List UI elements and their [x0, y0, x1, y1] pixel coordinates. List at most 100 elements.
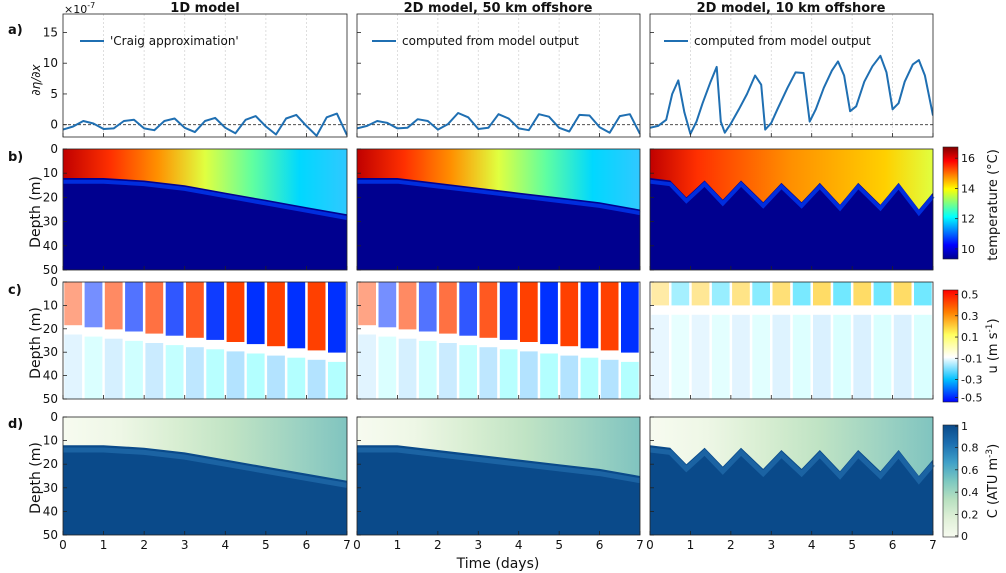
axes-frame: [649, 148, 934, 271]
thermocline-band: [649, 179, 935, 217]
u-stripe-bottom: [540, 353, 558, 399]
u-stripe-bottom: [145, 343, 164, 399]
axes-frame: [356, 416, 641, 536]
u-stripe-top: [752, 282, 770, 306]
x-tick-label: 5: [262, 538, 270, 552]
x-tick-label: 5: [555, 538, 563, 552]
colorbar-tick-label: -0.3: [961, 374, 982, 387]
u-stripe-top: [893, 282, 912, 306]
u-stripe-top: [246, 282, 265, 345]
u-stripe-bottom: [307, 359, 326, 399]
thermocline-band: [357, 179, 641, 216]
u-stripe-bottom: [499, 349, 518, 399]
u-stripe-bottom: [479, 347, 498, 399]
u-stripe-bottom: [651, 314, 669, 399]
colorbar-tick-label: 0: [961, 530, 968, 543]
low-tracer-layer: [650, 417, 933, 476]
u-stripe-top: [711, 282, 730, 306]
u-stripe-bottom: [125, 340, 143, 399]
u-stripe-bottom: [711, 314, 730, 399]
y-tick-label: 0: [50, 142, 58, 156]
u-stripe-bottom: [621, 361, 639, 399]
u-stripe-bottom: [206, 349, 225, 399]
column-title-1d: 1D model: [170, 1, 239, 16]
u-stripe-top: [873, 282, 892, 306]
x-tick-label: 3: [181, 538, 189, 552]
x-tick-label: 7: [636, 538, 644, 552]
y-tick-label: 10: [43, 298, 58, 312]
row-label-d: d): [8, 417, 23, 432]
colorbar-tick-label: 0.6: [961, 464, 979, 477]
u-stripe-top: [328, 282, 346, 353]
row-label-a: a): [8, 23, 23, 38]
x-tick-label: 2: [140, 538, 148, 552]
y-tick-label: 30: [43, 215, 58, 229]
axes-frame: [356, 13, 641, 138]
y-tick-label: 20: [43, 322, 58, 336]
colorbar-u-label: u (m s-1): [985, 318, 1001, 373]
u-stripe-top: [307, 282, 326, 351]
y-tick-label: 5: [50, 87, 58, 101]
axes-frame: [356, 148, 641, 271]
y-tick-label: 50: [43, 528, 58, 542]
y-tick-label: 10: [43, 56, 58, 70]
colorbar-c-label: C (ATU m-3): [985, 444, 1001, 518]
x-tick-label: 0: [646, 538, 654, 552]
axes-frame: [649, 13, 934, 138]
y-tick-label: 0: [50, 410, 58, 424]
u-stripe-bottom: [873, 314, 892, 399]
u-stripe-bottom: [853, 314, 872, 399]
u-stripe-top: [398, 282, 417, 330]
series-line: [650, 54, 933, 135]
a-ylabel: ∂η/∂x: [29, 64, 43, 96]
x-tick-label: 3: [767, 538, 775, 552]
x-axis-title: Time (days): [456, 556, 540, 572]
u-stripe-top: [853, 282, 872, 306]
colorbar-u: [942, 289, 959, 403]
u-stripe-bottom: [378, 336, 397, 399]
x-tick-label: 7: [343, 538, 351, 552]
y-tick-label: 0: [50, 118, 58, 132]
colorbar-c: [942, 424, 959, 538]
y-tick-label: 30: [43, 481, 58, 495]
u-stripe-top: [206, 282, 225, 340]
u-stripe-top: [732, 282, 750, 306]
y-tick-label: 15: [43, 25, 58, 39]
x-tick-label: 3: [474, 538, 482, 552]
u-stripe-top: [772, 282, 791, 306]
u-stripe-bottom: [84, 336, 103, 399]
u-stripe-bottom: [813, 314, 831, 399]
x-tick-label: 2: [434, 538, 442, 552]
warm-layer: [357, 149, 640, 210]
u-stripe-top: [378, 282, 397, 328]
x-tick-label: 7: [929, 538, 937, 552]
u-stripe-top: [418, 282, 437, 332]
u-stripe-top: [691, 282, 710, 306]
colorbar-tick-label: 0.5: [961, 288, 979, 301]
row-label-b: b): [8, 150, 23, 165]
u-stripe-bottom: [691, 314, 710, 399]
low-tracer-layer: [63, 417, 347, 481]
axes-frame: [62, 281, 348, 400]
depth-label-b: Depth (m): [28, 176, 44, 248]
colorbar-tick-label: 0.2: [961, 509, 979, 522]
colorbar-tick-label: -0.1: [961, 352, 982, 365]
u-stripe-top: [671, 282, 690, 306]
u-stripe-bottom: [287, 357, 306, 399]
u-stripe-top: [358, 282, 376, 326]
u-stripe-top: [104, 282, 123, 330]
low-tracer-layer: [357, 417, 640, 476]
warm-layer: [63, 149, 347, 215]
colorbar-tick-label: 0.8: [961, 441, 979, 454]
y-tick-label: 20: [43, 457, 58, 471]
x-tick-label: 6: [889, 538, 897, 552]
axes-frame: [356, 281, 641, 400]
u-stripe-top: [813, 282, 831, 306]
u-stripe-bottom: [520, 351, 538, 399]
u-stripe-bottom: [165, 345, 184, 399]
colorbar-tick-label: 14: [961, 182, 975, 195]
y-tick-label: 10: [43, 434, 58, 448]
u-stripe-bottom: [459, 345, 477, 399]
depth-label-c: Depth (m): [28, 307, 44, 379]
